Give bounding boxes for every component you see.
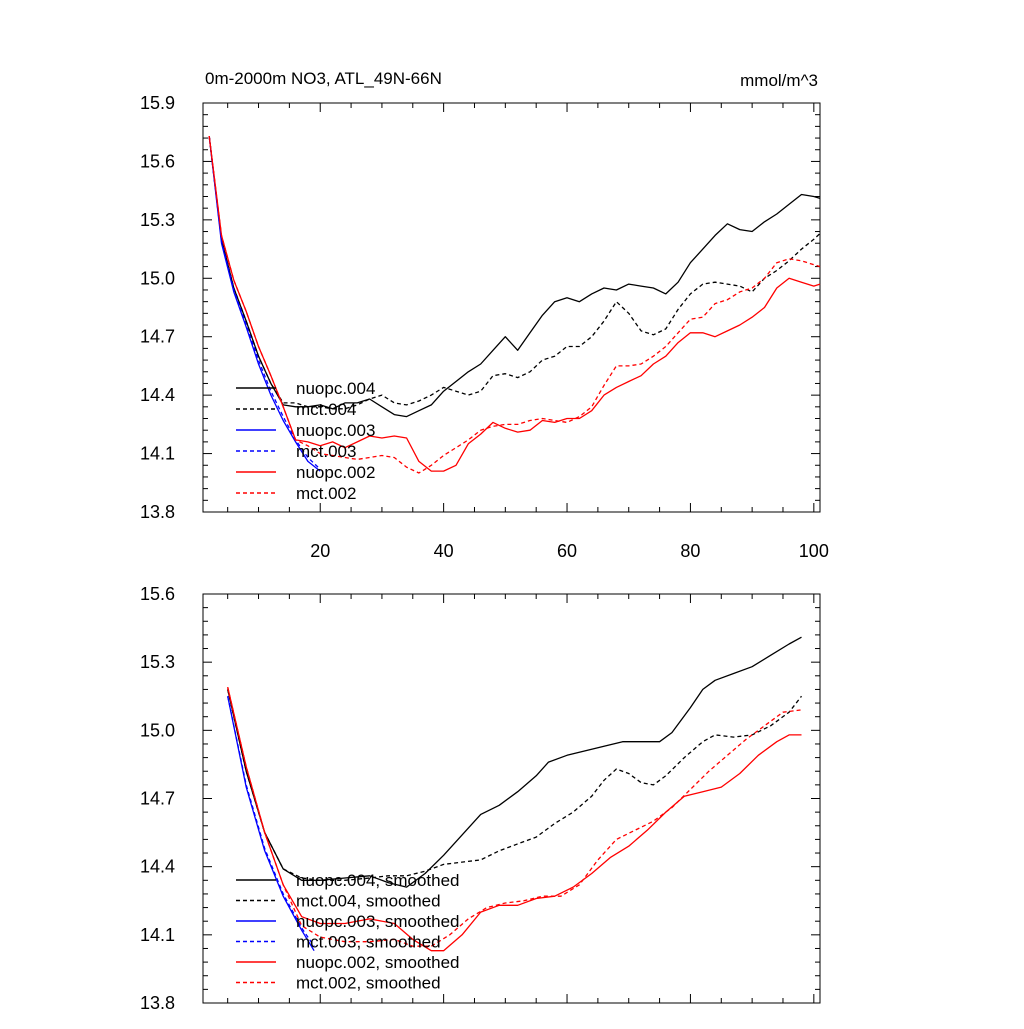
legend-label: nuopc.003 <box>296 421 375 440</box>
y-tick-label: 15.6 <box>140 584 175 604</box>
series-line-mct-002-smoothed <box>227 687 802 947</box>
y-tick-label: 14.1 <box>140 925 175 945</box>
x-tick-label: 100 <box>799 541 829 561</box>
series-line-mct-004-smoothed <box>227 689 803 881</box>
legend-label: nuopc.003, smoothed <box>296 912 460 931</box>
series-line-nuopc-002-smoothed <box>227 687 802 952</box>
plot-frame <box>202 102 821 513</box>
series-line-nuopc-003 <box>208 136 321 472</box>
chart-panels: 13.8 14.1 14.4 14.7 15.0 15.3 15.6 15.9 20 40 60 80… <box>140 93 829 1013</box>
series-line-nuopc-004-smoothed <box>227 636 802 888</box>
legend-label: mct.004, smoothed <box>296 892 441 911</box>
legend-label: nuopc.004 <box>296 379 375 398</box>
y-tick-label: 13.8 <box>140 993 175 1013</box>
chart-panel-2: 13.8 14.1 14.4 14.7 15.0 15.3 15.6 nuopc.004, s… <box>140 584 821 1013</box>
series-line-mct-002 <box>208 136 821 474</box>
series-line-mct-003 <box>208 136 321 470</box>
y-tick-label: 15.3 <box>140 210 175 230</box>
y-tick-label: 14.7 <box>140 327 175 347</box>
legend-label: nuopc.004, smoothed <box>296 871 460 890</box>
legend-label: mct.002 <box>296 484 356 503</box>
chart-panel-1: 13.8 14.1 14.4 14.7 15.0 15.3 15.6 15.9 20 40 60 80… <box>140 93 829 561</box>
y-tick-label: 15.3 <box>140 652 175 672</box>
y-tick-label: 15.6 <box>140 151 175 171</box>
chart-title: 0m-2000m NO3, ATL_49N-66N <box>205 69 442 88</box>
legend-label: mct.003, smoothed <box>296 933 441 952</box>
y-tick-label: 13.8 <box>140 502 175 522</box>
series-line-nuopc-002 <box>208 136 821 472</box>
series-line-mct-004 <box>208 136 821 410</box>
y-tick-label: 14.4 <box>140 385 175 405</box>
legend-label: nuopc.002 <box>296 463 375 482</box>
series-line-mct-003-smoothed <box>227 696 315 947</box>
series-line-nuopc-004 <box>208 136 821 418</box>
y-tick-label: 15.0 <box>140 268 175 288</box>
y-tick-label: 14.7 <box>140 789 175 809</box>
legend-label: nuopc.002, smoothed <box>296 953 460 972</box>
x-tick-label: 20 <box>310 541 330 561</box>
chart-units-label: mmol/m^3 <box>740 71 818 90</box>
x-tick-label: 80 <box>680 541 700 561</box>
y-tick-label: 15.9 <box>140 93 175 113</box>
legend-label: mct.002, smoothed <box>296 974 441 993</box>
y-tick-label: 14.4 <box>140 857 175 877</box>
y-tick-label: 15.0 <box>140 720 175 740</box>
legend-label: mct.004 <box>296 400 356 419</box>
x-tick-label: 40 <box>434 541 454 561</box>
x-tick-label: 60 <box>557 541 577 561</box>
y-tick-label: 14.1 <box>140 444 175 464</box>
legend-label: mct.003 <box>296 442 356 461</box>
